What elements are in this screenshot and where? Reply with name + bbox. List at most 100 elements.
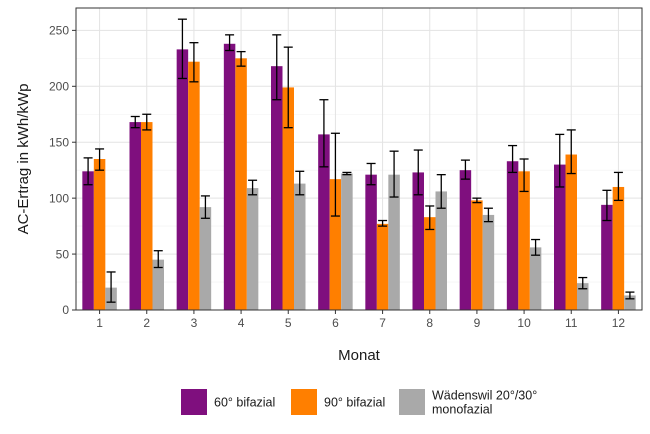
x-tick-label: 10: [517, 316, 531, 330]
x-tick-label: 7: [379, 316, 386, 330]
error-bar-1-month-3: [177, 18, 187, 80]
bar-2-month-3: [188, 61, 200, 310]
error-bar-3-month-2: [153, 250, 163, 269]
error-bar-2-month-1: [95, 148, 105, 171]
bar-2-month-9: [471, 200, 483, 310]
bar-2-month-11: [565, 154, 577, 310]
x-tick-label: 4: [238, 316, 245, 330]
panel-border: [75, 7, 643, 311]
bar-1-month-1: [82, 171, 94, 310]
x-tick-label: 1: [96, 316, 103, 330]
bar-3-month-8: [435, 191, 447, 310]
x-tick-label: 3: [191, 316, 198, 330]
bar-1-month-11: [554, 164, 566, 310]
x-tick-label: 2: [143, 316, 150, 330]
bar-2-month-8: [424, 217, 436, 310]
bar-3-month-5: [294, 183, 306, 310]
y-tick-label: 150: [49, 135, 69, 149]
error-bar-3-month-8: [436, 174, 446, 209]
bar-2-month-1: [93, 159, 106, 310]
error-bar-3-month-6: [342, 171, 352, 176]
y-tick-label: 50: [56, 247, 70, 261]
x-tick-label: 11: [565, 316, 578, 330]
error-bar-1-month-2: [130, 115, 140, 129]
y-tick-label: 200: [49, 79, 69, 93]
error-bar-1-month-1: [83, 157, 93, 186]
bar-2-month-5: [282, 87, 294, 310]
bar-1-month-7: [365, 174, 377, 310]
bar-1-month-3: [176, 49, 189, 310]
error-bar-2-month-4: [236, 50, 246, 67]
bar-1-month-9: [459, 170, 472, 310]
error-bar-2-month-9: [472, 197, 482, 204]
legend-label-3: Wädenswil 20°/30° monofazial: [432, 388, 537, 416]
legend: 60° bifazial 90° bifazial Wädenswil 20°/30…: [181, 388, 537, 416]
x-tick-label: 6: [332, 316, 339, 330]
bar-3-month-2: [152, 259, 164, 310]
error-bar-2-month-2: [142, 113, 152, 131]
y-tick-label: 0: [62, 303, 69, 317]
bar-1-month-12: [601, 204, 613, 310]
error-bar-2-month-12: [613, 171, 623, 202]
bar-3-month-3: [199, 207, 212, 310]
error-bar-2-month-3: [189, 42, 199, 83]
bar-2-month-12: [612, 186, 625, 310]
bar-3-month-9: [482, 214, 495, 310]
bar-2-month-7: [376, 223, 389, 310]
error-bar-3-month-3: [200, 195, 210, 219]
y-tick-label: 250: [49, 24, 69, 38]
bar-2-month-2: [141, 122, 153, 310]
x-tick-label: 12: [612, 316, 626, 330]
error-bar-3-month-9: [483, 207, 493, 223]
bar-3-month-7: [388, 174, 400, 310]
legend-key-3: [399, 389, 425, 415]
error-bar-1-month-8: [413, 149, 423, 196]
bar-1-month-4: [223, 43, 236, 310]
y-tick-label: 100: [49, 191, 69, 205]
error-bar-1-month-12: [602, 189, 612, 222]
error-bar-1-month-9: [460, 159, 470, 180]
error-bar-1-month-7: [366, 162, 376, 186]
error-bar-2-month-6: [330, 132, 340, 217]
bar-1-month-6: [318, 134, 330, 310]
error-bars: [83, 18, 635, 303]
error-bar-2-month-11: [566, 129, 576, 175]
x-tick-label: 8: [426, 316, 433, 330]
error-bar-1-month-6: [319, 99, 329, 168]
error-bar-1-month-4: [225, 34, 235, 52]
legend-label-2: 90° bifazial: [324, 395, 385, 409]
bar-2-month-4: [235, 58, 247, 311]
error-bar-2-month-7: [378, 219, 388, 227]
x-tick-label: 9: [474, 316, 481, 330]
error-bar-1-month-11: [555, 133, 565, 188]
error-bar-2-month-5: [283, 46, 293, 129]
bar-1-month-10: [506, 161, 519, 310]
bar-2-month-6: [329, 179, 342, 310]
bar-3-month-6: [341, 173, 353, 310]
legend-key-2: [291, 389, 317, 415]
error-bar-1-month-5: [272, 34, 282, 101]
bar-3-month-10: [529, 247, 542, 310]
y-axis-title: AC-Ertrag in kWh/kWp: [15, 84, 32, 235]
error-bar-2-month-10: [519, 158, 529, 193]
bar-3-month-12: [624, 295, 636, 310]
bar-1-month-8: [412, 172, 424, 310]
error-bar-2-month-8: [425, 205, 435, 231]
error-bar-3-month-1: [106, 271, 116, 303]
x-tick-label: 5: [285, 316, 292, 330]
bar-1-month-5: [271, 66, 283, 310]
x-axis-title: Monat: [338, 347, 381, 364]
error-bar-3-month-5: [295, 170, 305, 196]
legend-key-1: [181, 389, 207, 415]
legend-label-1: 60° bifazial: [214, 395, 275, 409]
error-bar-3-month-12: [625, 291, 635, 300]
bar-3-month-11: [577, 283, 589, 310]
error-bar-3-month-4: [248, 179, 258, 196]
error-bar-3-month-7: [389, 150, 399, 198]
error-bar-3-month-10: [531, 238, 541, 256]
bars: [82, 43, 636, 311]
bar-2-month-10: [518, 171, 530, 310]
error-bar-1-month-10: [508, 144, 518, 174]
